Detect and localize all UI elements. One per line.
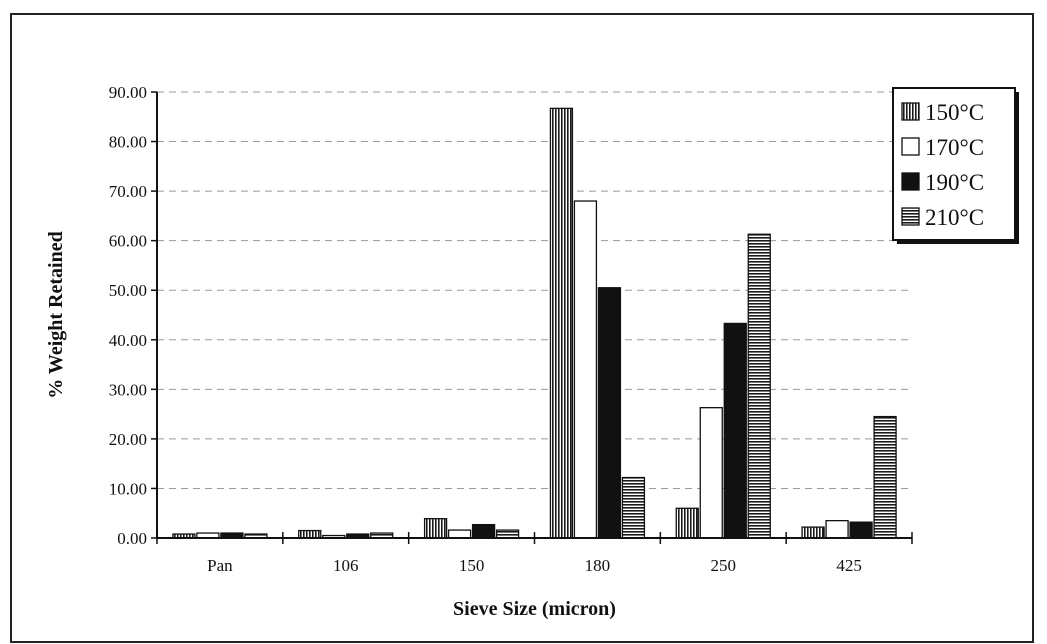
bar-190c-425 [849,521,873,539]
bar-150c-180 [549,107,574,539]
bar-170c-180 [573,200,598,539]
bar-210c-180 [621,476,646,539]
bar-150c-425 [801,526,825,539]
x-tick-label: 250 [711,556,737,575]
bar-170c-425 [825,520,849,539]
y-tick-label: 10.00 [109,479,147,498]
legend-label: 190°C [925,170,984,195]
bar-190c-250 [723,322,747,539]
chart-frame: 0.00 10.00 20.00 30.00 40.00 50.00 60.00 70.00 8… [10,13,1034,643]
bar-150c-150 [423,518,448,539]
legend-swatch [901,102,920,121]
legend: 150°C 170°C 190°C 210°C [892,87,1019,244]
gridlines [151,91,912,539]
bar-170c-250 [699,407,723,539]
bar-150c-250 [675,507,699,539]
x-tick-label: 106 [333,556,359,575]
bar-210c-250 [747,233,771,539]
x-axis-title: Sieve Size (micron) [453,598,616,620]
y-tick-label: 50.00 [109,281,147,300]
bar-190c-180 [597,287,622,539]
y-tick-label: 0.00 [117,529,147,548]
legend-swatch [901,137,920,156]
y-tick-label: 90.00 [109,83,147,102]
bar-190c-150 [471,523,496,539]
bar-170c-150 [447,529,472,539]
legend-label: 150°C [925,100,984,125]
x-tick-label: 150 [459,556,485,575]
x-tick-label: 425 [836,556,862,575]
legend-label: 210°C [925,205,984,230]
y-tick-label: 70.00 [109,182,147,201]
y-tick-label: 40.00 [109,331,147,350]
legend-swatch [901,172,920,191]
y-tick-label: 20.00 [109,430,147,449]
legend-swatch [901,207,920,226]
legend-label: 170°C [925,135,984,160]
bar-chart: 0.00 10.00 20.00 30.00 40.00 50.00 60.00 70.00 8… [45,83,1019,620]
y-tick-labels: 0.00 10.00 20.00 30.00 40.00 50.00 60.00 70.00 8… [109,83,147,548]
x-tick-labels: Pan 106 150 180 250 425 [207,556,862,575]
y-tick-label: 30.00 [109,380,147,399]
bar-210c-150 [495,529,520,539]
bar-210c-425 [873,415,897,539]
x-tick-label: 180 [585,556,611,575]
y-tick-label: 80.00 [109,133,147,152]
y-tick-label: 60.00 [109,232,147,251]
bars [172,107,897,539]
y-axis-title: % Weight Retained [45,231,67,398]
bar-150c-106 [298,529,322,539]
x-tick-label: Pan [207,556,233,575]
axes [156,92,913,544]
